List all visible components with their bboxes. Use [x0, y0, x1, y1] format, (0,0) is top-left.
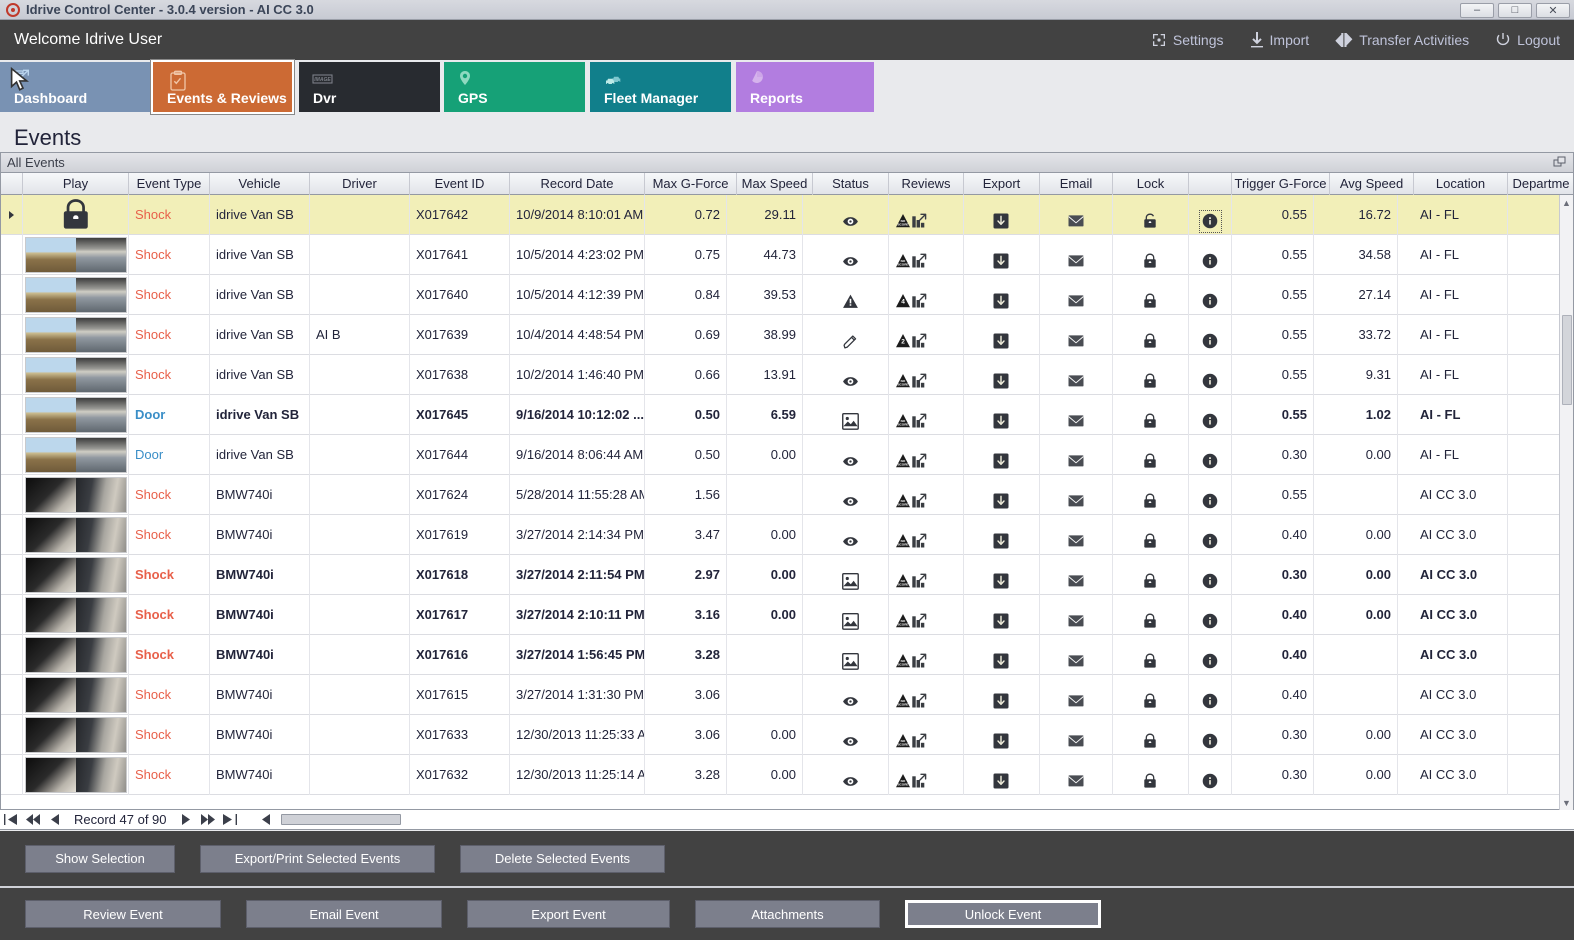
svg-text:SCORE: SCORE — [897, 542, 908, 546]
svg-text:IMAGE: IMAGE — [314, 77, 331, 83]
svg-text:SCORE: SCORE — [897, 742, 908, 746]
svg-text:SCORE: SCORE — [897, 422, 908, 426]
svg-text:SCORE: SCORE — [897, 702, 908, 706]
svg-text:SCORE: SCORE — [897, 622, 908, 626]
svg-text:2: 2 — [901, 338, 905, 345]
svg-text:SCORE: SCORE — [897, 462, 908, 466]
svg-text:SCORE: SCORE — [897, 502, 908, 506]
svg-text:SCORE: SCORE — [897, 262, 908, 266]
svg-text:SCORE: SCORE — [897, 782, 908, 786]
svg-text:4: 4 — [901, 298, 905, 305]
svg-text:SCORE: SCORE — [897, 582, 908, 586]
svg-text:SCORE: SCORE — [897, 662, 908, 666]
svg-text:SCORE: SCORE — [897, 222, 908, 226]
svg-text:SCORE: SCORE — [897, 382, 908, 386]
